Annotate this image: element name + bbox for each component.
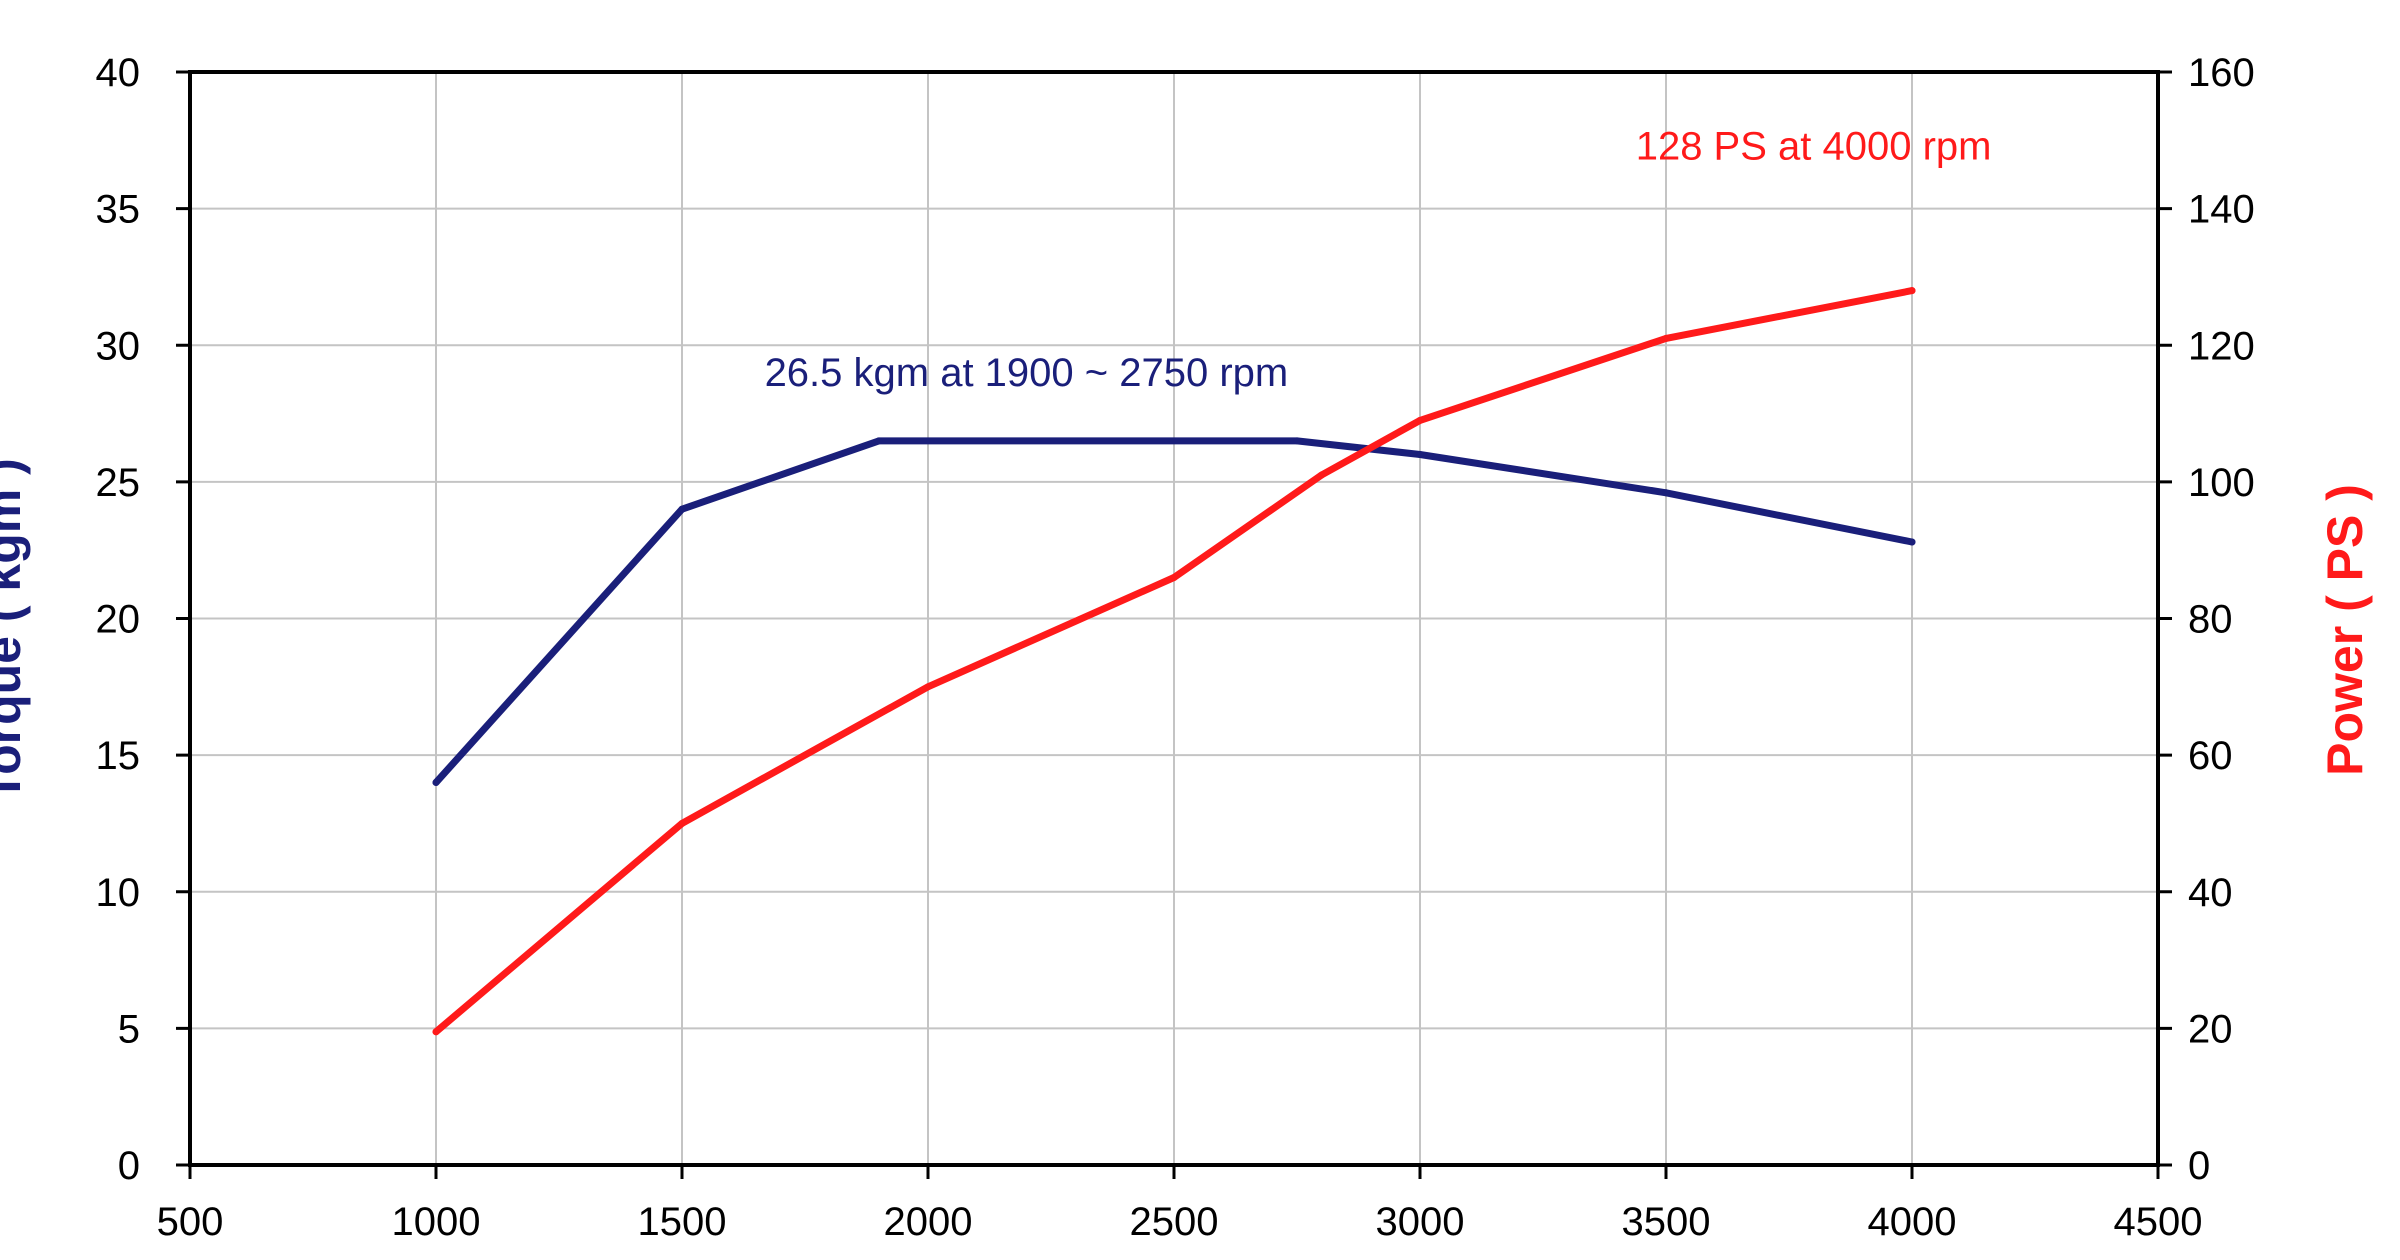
power-point [432,1028,440,1036]
x-tick-label: 4000 [1868,1200,1957,1244]
y-left-tick-label: 10 [96,871,141,915]
power-point [1908,287,1916,295]
annotations: 26.5 kgm at 1900 ~ 2750 rpm 128 PS at 400… [765,124,1992,395]
y-right-tick-label: 60 [2188,734,2233,778]
y-right-tick-label: 160 [2188,51,2255,95]
y-right-tick-label: 140 [2188,188,2255,232]
y-right-axis-title: Power ( PS ) [2317,484,2373,776]
power-curve [432,287,1916,1036]
power-point [678,819,686,827]
y-right-axis-ticks: 0 20 40 60 80 100 120 140 160 [2158,51,2255,1188]
power-point [1318,471,1326,479]
y-left-axis-ticks: 0 5 10 15 20 25 30 35 40 [96,51,190,1188]
y-left-tick-label: 35 [96,188,141,232]
y-right-tick-label: 120 [2188,324,2255,368]
x-axis-ticks: 500 1000 1500 2000 2500 3000 3500 4000 4500 [157,1165,2203,1244]
y-right-tick-label: 20 [2188,1007,2233,1051]
torque-point [1662,489,1670,497]
y-left-tick-label: 25 [96,461,141,505]
y-left-tick-label: 40 [96,51,141,95]
x-tick-label: 3500 [1622,1200,1711,1244]
torque-point [1293,437,1301,445]
torque-point [1908,538,1916,546]
power-point [1416,416,1424,424]
y-left-tick-label: 15 [96,734,141,778]
power-annotation: 128 PS at 4000 rpm [1636,124,1992,168]
x-tick-label: 500 [157,1200,224,1244]
power-point [924,683,932,691]
y-left-axis-title: Torque ( kgm ) [0,458,31,802]
y-left-tick-label: 20 [96,598,141,642]
y-right-tick-label: 80 [2188,598,2233,642]
x-tick-label: 2000 [884,1200,973,1244]
y-left-tick-label: 30 [96,324,141,368]
x-tick-label: 4500 [2114,1200,2203,1244]
grid [190,72,2158,1165]
y-right-tick-label: 100 [2188,461,2255,505]
torque-point [1416,451,1424,459]
power-point [1170,574,1178,582]
torque-point [875,437,883,445]
x-tick-label: 3000 [1376,1200,1465,1244]
torque-point [432,778,440,786]
x-tick-label: 1500 [638,1200,727,1244]
y-left-tick-label: 5 [118,1007,140,1051]
power-point [1662,334,1670,342]
y-left-tick-label: 0 [118,1144,140,1188]
torque-annotation: 26.5 kgm at 1900 ~ 2750 rpm [765,351,1289,395]
x-tick-label: 2500 [1130,1200,1219,1244]
y-right-tick-label: 40 [2188,871,2233,915]
x-tick-label: 1000 [392,1200,481,1244]
series-lines [432,287,1916,1036]
torque-point [678,505,686,513]
y-right-tick-label: 0 [2188,1144,2210,1188]
